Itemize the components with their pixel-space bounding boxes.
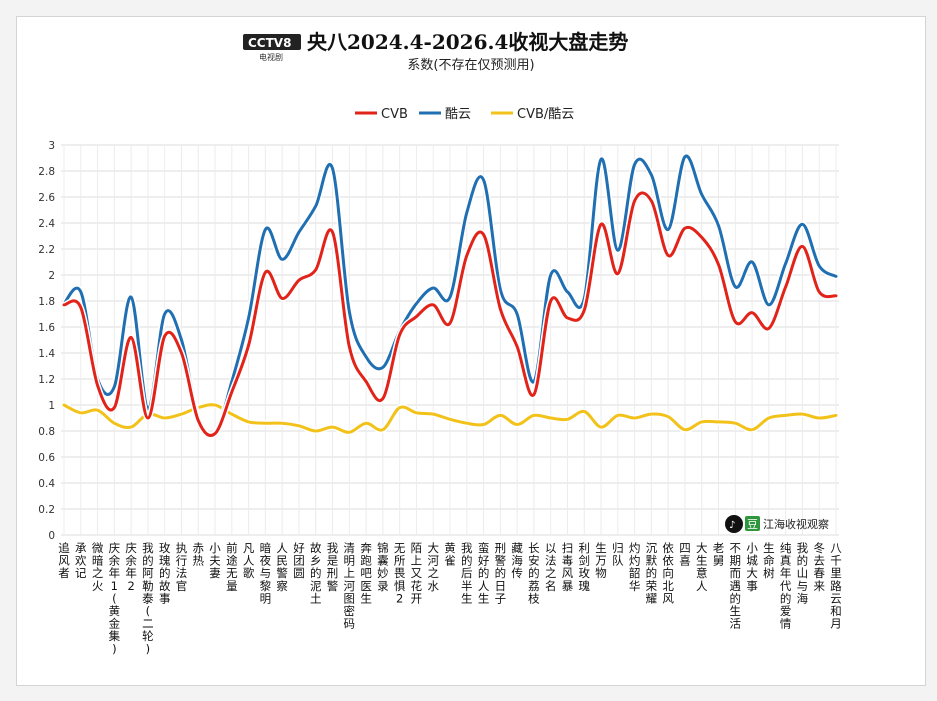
x-category-label: 庆余年 2 — [125, 541, 137, 593]
douyin-glyph: ♪ — [729, 520, 735, 531]
x-category-label: 追风者 — [58, 541, 70, 580]
legend-label: 酷云 — [445, 107, 471, 122]
x-category-label: 执行法官 — [176, 541, 188, 593]
legend: CVB 酷云 CVB/酷云 — [355, 107, 574, 122]
x-category-label: 赤热 — [193, 541, 205, 568]
gridlines — [61, 144, 839, 536]
x-category-label: 锦囊妙录 — [377, 541, 389, 593]
y-tick-label: 1.6 — [38, 322, 55, 334]
y-tick-label: 1.8 — [38, 296, 55, 308]
x-category-label: 我是刑警 — [327, 541, 339, 593]
x-category-label: 刑警的日子 — [495, 541, 507, 605]
logo-box — [243, 34, 301, 50]
x-category-label: 陌上又花开 — [411, 541, 423, 605]
legend-label: CVB/酷云 — [517, 107, 574, 122]
x-category-label: 依依向北风 — [662, 541, 674, 605]
y-tick-label: 2.4 — [38, 218, 55, 230]
x-category-label: 小城大事 — [746, 541, 758, 593]
x-category-label: 老舅 — [713, 541, 725, 568]
x-category-label: 扫毒风暴 — [562, 541, 574, 593]
x-category-label: 我的阿勒泰(二轮) — [142, 541, 154, 656]
x-category-label: 故乡的泥土 — [310, 541, 322, 605]
x-category-label: 微暗之火 — [92, 541, 104, 593]
douban-badge: 豆 — [747, 518, 758, 531]
chart-svg: CCTV8 电视剧 央八2024.4-2026.4收视大盘走势 系数(不存在仅预… — [38, 30, 842, 656]
x-category-label: 清明上河图密码 — [344, 541, 356, 631]
y-tick-label: 0 — [48, 530, 55, 542]
logo-subtext: 电视剧 — [259, 52, 283, 62]
chart-frame: CCTV8 电视剧 央八2024.4-2026.4收视大盘走势 系数(不存在仅预… — [16, 16, 926, 686]
x-category-label: 归队 — [612, 541, 624, 568]
y-tick-label: 0.2 — [38, 504, 55, 516]
y-tick-label: 1.4 — [38, 348, 55, 360]
x-category-label: 纯真年代的爱情 — [780, 541, 792, 631]
series-lines — [61, 153, 839, 439]
chart-subtitle: 系数(不存在仅预测用) — [407, 58, 534, 73]
douban-icon — [745, 516, 760, 531]
y-tick-label: 2.8 — [38, 166, 55, 178]
x-category-label: 玫瑰的故事 — [159, 541, 171, 605]
y-tick-label: 0.4 — [38, 478, 55, 490]
x-category-label: 八千里路云和月 — [830, 541, 842, 631]
x-category-label: 大河之水 — [427, 541, 439, 593]
x-category-label: 不期而遇的生活 — [730, 541, 742, 631]
x-category-label: 好团圆 — [293, 541, 305, 580]
x-category-label: 藏海传 — [511, 541, 523, 580]
x-category-label: 沉默的荣耀 — [646, 541, 658, 605]
y-tick-label: 1.2 — [38, 374, 55, 386]
y-tick-label: 3 — [48, 140, 55, 152]
cvb-line — [62, 191, 838, 437]
logo-text: CCTV8 — [248, 36, 291, 50]
x-category-label: 我的后半生 — [461, 541, 473, 605]
x-category-label: 无所畏惧 2 — [394, 541, 406, 605]
x-category-label: 我的山与海 — [797, 541, 809, 605]
watermark-text: 江海收视观察 — [763, 517, 829, 531]
x-category-label: 生命树 — [763, 541, 775, 580]
x-category-label: 蛮好的人生 — [478, 541, 490, 605]
x-category-label: 前途无量 — [226, 541, 238, 593]
x-category-label: 利剑玫瑰 — [579, 541, 591, 593]
x-category-label: 奔跑吧医生 — [360, 541, 372, 605]
x-category-label: 生万物 — [595, 541, 607, 580]
cctv8-logo: CCTV8 电视剧 — [243, 34, 301, 62]
x-category-label: 以法之名 — [545, 541, 557, 593]
y-tick-label: 0.6 — [38, 452, 55, 464]
x-category-label: 承欢记 — [75, 541, 87, 580]
y-tick-label: 2.2 — [38, 244, 55, 256]
x-category-label: 黄雀 — [444, 541, 456, 568]
y-tick-label: 2 — [48, 270, 55, 282]
x-category-label: 庆余年 1 (黄金集) — [109, 541, 121, 656]
legend-label: CVB — [381, 107, 408, 122]
watermark: ♪ 豆 江海收视观察 — [725, 515, 829, 533]
x-category-label: 凡人歌 — [243, 541, 255, 580]
x-category-label: 大生意人 — [696, 541, 708, 593]
chart-title: 央八2024.4-2026.4收视大盘走势 — [307, 30, 628, 54]
x-category-label: 冬去春来 — [813, 541, 825, 593]
y-axis-ticks: 0 0.2 0.4 0.6 0.8 1 1.2 1.4 1.6 1.8 2 2.2 2.4 2.6 2.8 3 — [38, 140, 55, 542]
douyin-icon — [725, 515, 743, 533]
y-tick-label: 1 — [48, 400, 55, 412]
x-category-label: 暗夜与黎明 — [260, 541, 272, 605]
x-category-label: 灼灼韶华 — [629, 541, 641, 593]
x-category-label: 四喜 — [679, 541, 691, 568]
y-tick-label: 0.8 — [38, 426, 55, 438]
x-category-label: 人民警察 — [276, 541, 288, 593]
x-category-label: 长安的荔枝 — [528, 541, 540, 605]
y-tick-label: 2.6 — [38, 192, 55, 204]
x-category-label: 小夫妻 — [209, 541, 221, 580]
